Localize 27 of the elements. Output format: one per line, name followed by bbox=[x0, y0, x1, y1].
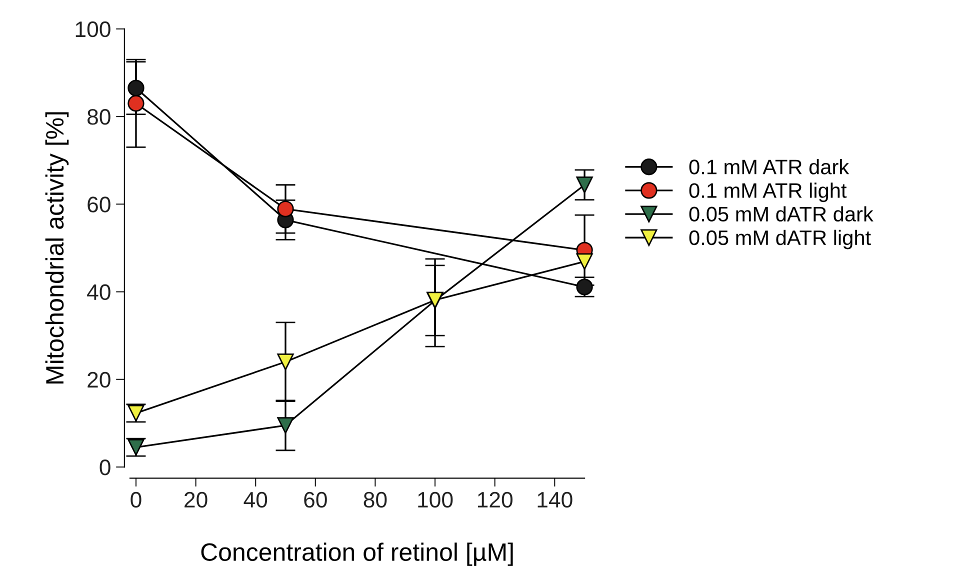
point bbox=[576, 253, 593, 270]
point bbox=[128, 95, 144, 112]
x-axis-title: Concentration of retinol [µM] bbox=[201, 542, 513, 566]
point bbox=[576, 176, 593, 194]
y-tick-label: 40 bbox=[87, 284, 110, 300]
y-axis-title: Mitochondrial activity [%] bbox=[45, 112, 69, 384]
x-tick-label: 140 bbox=[538, 492, 572, 508]
y-tick-label: 100 bbox=[76, 21, 110, 38]
point bbox=[277, 200, 294, 218]
legend-label: 0.05 mM dATR light bbox=[689, 230, 871, 250]
x-tick-label: 80 bbox=[364, 492, 387, 508]
x-tick-label: 60 bbox=[304, 492, 327, 508]
point bbox=[128, 80, 144, 96]
y-tick-label: 80 bbox=[88, 109, 110, 125]
y-tick-label: 60 bbox=[88, 196, 110, 212]
legend-label: 0.1 mM ATR dark bbox=[689, 159, 850, 174]
x-tick-label: 0 bbox=[130, 492, 142, 508]
x-tick-label: 20 bbox=[184, 492, 208, 508]
x-tick-label: 40 bbox=[244, 492, 268, 508]
point bbox=[277, 417, 294, 434]
y-tick-label: 20 bbox=[88, 372, 110, 388]
legend-label: 0.05 mM dATR dark bbox=[689, 206, 874, 222]
y-tick-label: 0 bbox=[100, 460, 110, 476]
x-tick-label: 120 bbox=[478, 492, 512, 508]
point bbox=[277, 354, 294, 370]
x-tick-label: 100 bbox=[418, 492, 453, 508]
legend-label: 0.1 mM ATR light bbox=[689, 182, 847, 202]
